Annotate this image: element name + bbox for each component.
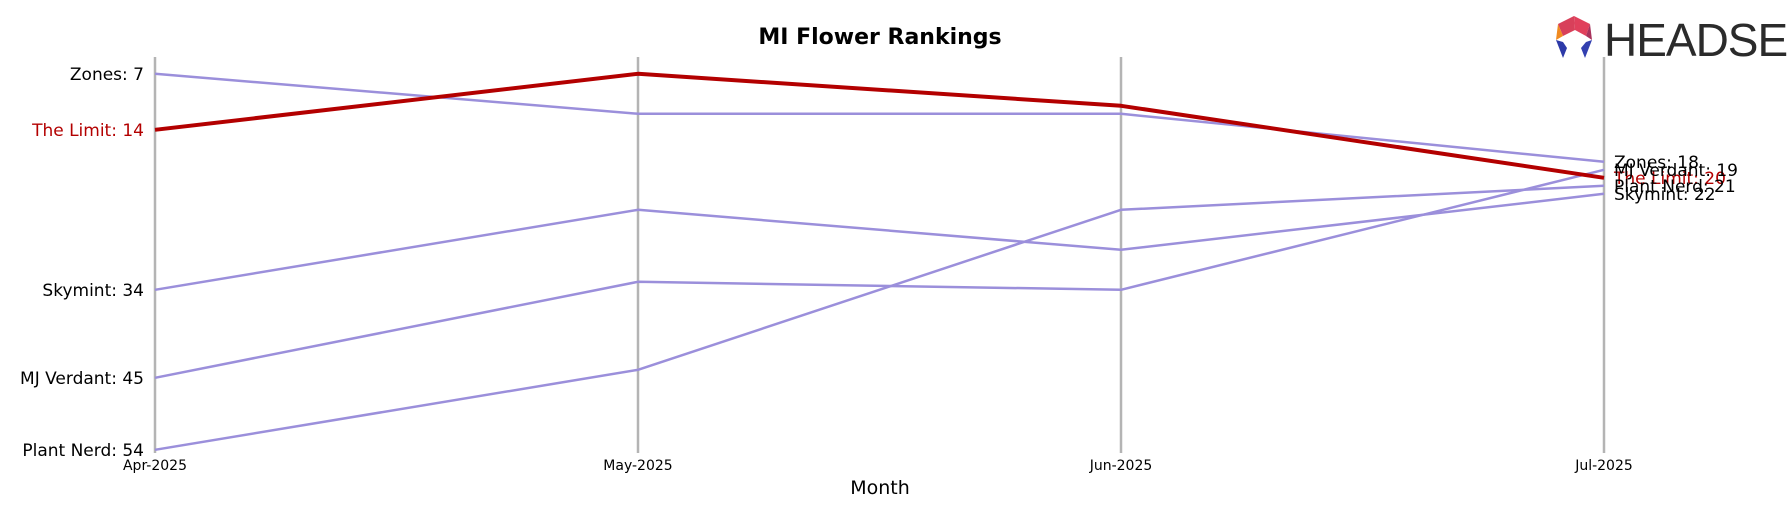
x-axis-label: Month xyxy=(850,477,910,499)
start-label-mj-verdant: MJ Verdant: 45 xyxy=(20,369,144,389)
end-label-mj-verdant: MJ Verdant: 19 xyxy=(1614,161,1738,181)
series-labels: Zones: 7 Zones: 18 The Limit: 14 The Limit:… xyxy=(20,65,1738,461)
end-label-plant-nerd: Plant Nerd: 21 xyxy=(1614,177,1736,197)
x-tick-label: Apr-2025 xyxy=(123,458,187,474)
x-tick-label: May-2025 xyxy=(603,458,672,474)
headset-logo-text: HEADSET xyxy=(1604,14,1788,66)
x-tick-label: Jun-2025 xyxy=(1089,458,1153,474)
start-label-zones: Zones: 7 xyxy=(70,65,144,85)
series-line-the-limit xyxy=(154,71,1605,180)
start-label-plant-nerd: Plant Nerd: 54 xyxy=(22,441,144,461)
month-gridlines xyxy=(153,57,1606,453)
series-line-mj-verdant xyxy=(154,168,1605,380)
headset-logo-icon xyxy=(1556,16,1592,58)
series-line-plant-nerd xyxy=(154,184,1605,452)
end-label-zones: Zones: 18 xyxy=(1614,153,1699,173)
series-lines xyxy=(154,71,1605,452)
x-tick-label: Jul-2025 xyxy=(1574,458,1633,474)
end-label-skymint: Skymint: 22 xyxy=(1614,185,1716,205)
start-label-the-limit: The Limit: 14 xyxy=(31,121,144,141)
headset-logo: HEADSET xyxy=(1556,14,1788,66)
x-axis-ticks: Apr-2025 May-2025 Jun-2025 Jul-2025 xyxy=(123,458,1633,474)
chart-title: MI Flower Rankings xyxy=(758,25,1001,50)
series-line-zones xyxy=(154,72,1605,164)
start-label-skymint: Skymint: 34 xyxy=(42,281,144,301)
end-label-the-limit: The Limit: 20 xyxy=(1613,169,1726,189)
series-line-skymint xyxy=(154,192,1605,292)
